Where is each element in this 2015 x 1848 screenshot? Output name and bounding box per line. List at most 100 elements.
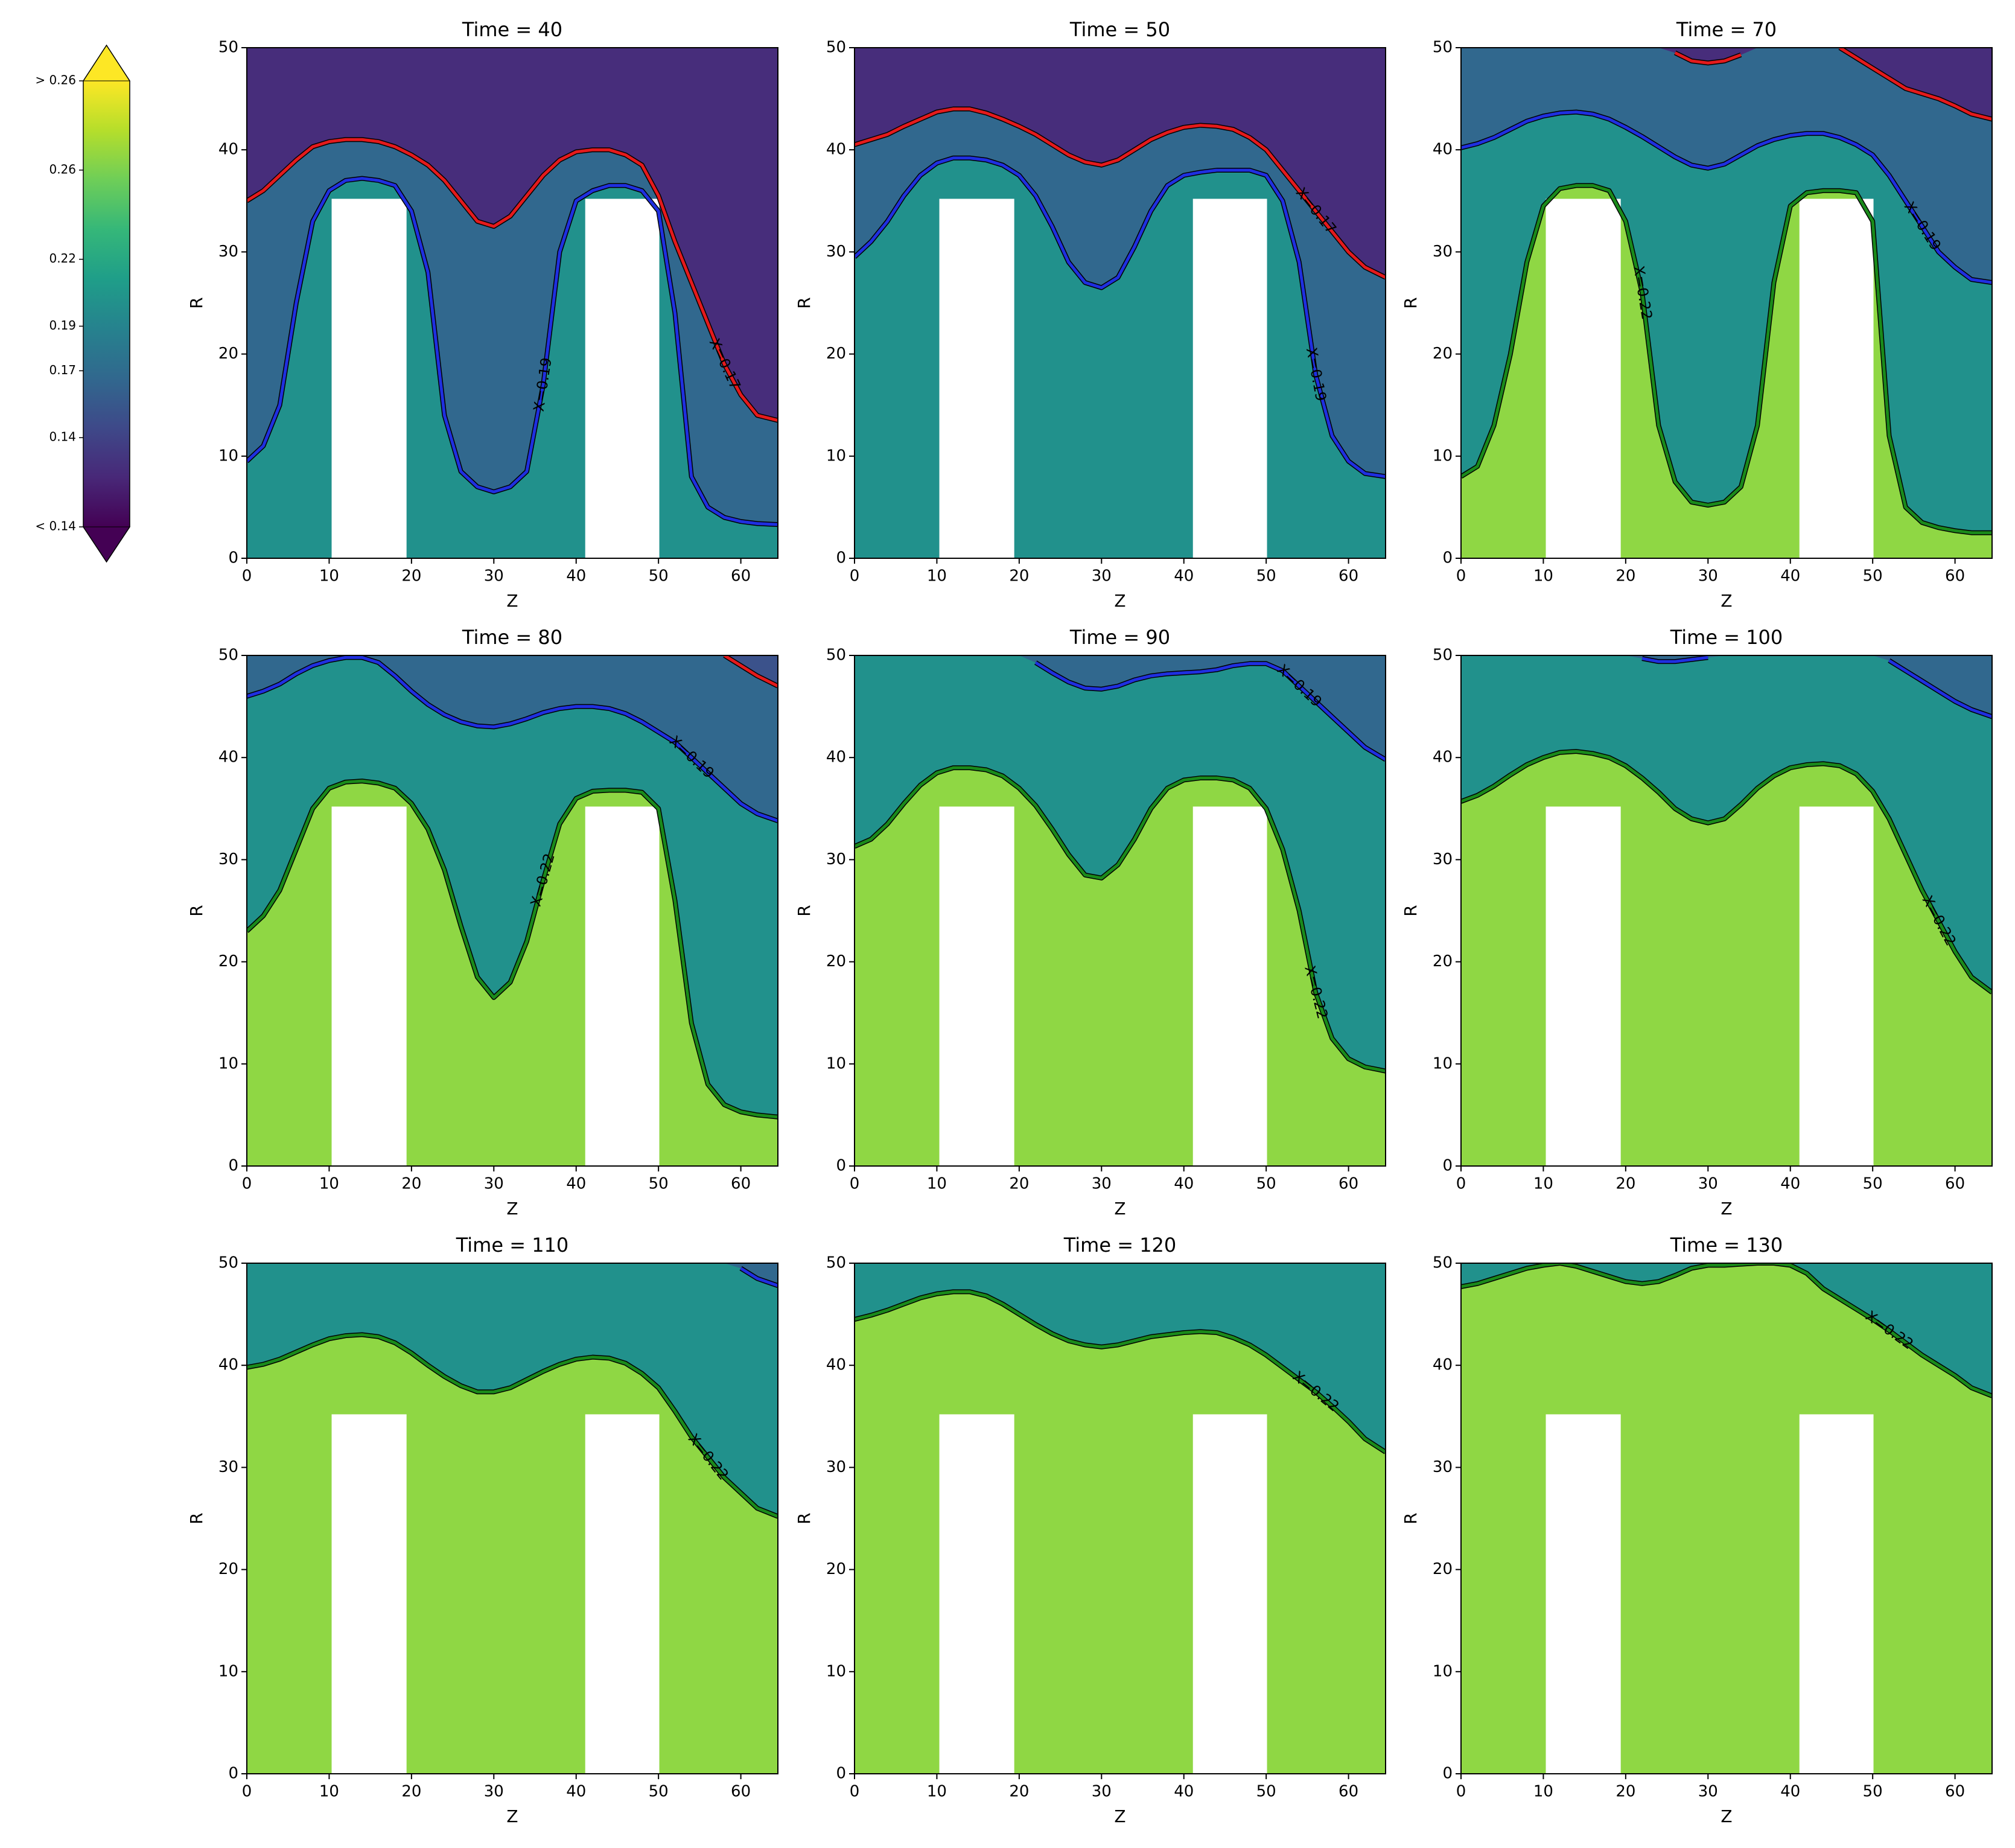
x-axis-label: Z [1114, 1806, 1125, 1826]
x-tick-label: 10 [927, 1783, 947, 1801]
x-tick-label: 60 [1339, 1175, 1358, 1193]
axes-frame [1460, 655, 1993, 1167]
plot-area [855, 48, 1386, 558]
x-tick-label: 60 [731, 1783, 751, 1801]
x-tick-label: 40 [1780, 567, 1800, 585]
y-tick-label: 50 [1433, 1254, 1453, 1272]
y-tick-label: 20 [826, 952, 846, 970]
y-tick-label: 0 [1442, 549, 1453, 567]
x-tick-label: 50 [1256, 1175, 1276, 1193]
x-tick-label: 30 [1092, 567, 1112, 585]
y-tick-label: 50 [826, 646, 846, 664]
contour-line [247, 138, 778, 422]
obstacle [939, 1414, 1014, 1774]
x-tick-label: 40 [566, 567, 586, 585]
chart-title: Time = 100 [1670, 626, 1783, 649]
y-tick-label: 20 [1433, 345, 1453, 363]
colorbar-tick-label: 0.17 [49, 363, 76, 377]
y-tick-label: 40 [218, 1356, 238, 1374]
y-axis-label: R [186, 1512, 206, 1524]
contour-line [1461, 750, 1992, 994]
obstacle [1192, 199, 1267, 558]
plot-area [247, 655, 778, 1166]
y-tick-label: 20 [218, 1560, 238, 1578]
x-tick-label: 20 [1616, 1175, 1635, 1193]
colorbar-extend-label: < 0.14 [35, 519, 76, 534]
x-tick-label: 20 [1009, 567, 1029, 585]
x-tick-label: 50 [649, 1175, 669, 1193]
y-axis-label: R [186, 297, 206, 308]
x-tick-label: 30 [484, 1783, 504, 1801]
x-tick-label: 0 [850, 567, 860, 585]
y-axis-label: R [794, 1512, 814, 1524]
contour-line [740, 1267, 778, 1287]
x-tick-label: 50 [1863, 1175, 1883, 1193]
y-tick-label: 40 [218, 141, 238, 159]
y-tick-label: 30 [218, 1458, 238, 1476]
x-tick-label: 20 [1616, 567, 1635, 585]
chart-title: Time = 130 [1670, 1234, 1783, 1257]
x-tick-label: 40 [566, 1175, 586, 1193]
colorbar-tick-label: 0.22 [49, 251, 76, 266]
contour-line [1034, 661, 1386, 761]
y-tick-label: 30 [1433, 1458, 1453, 1476]
axes-frame [246, 1263, 778, 1774]
y-axis-label: R [186, 905, 206, 916]
x-tick-label: 50 [1256, 1783, 1276, 1801]
x-axis-label: Z [506, 591, 518, 611]
colorbar-extend-max [83, 45, 130, 81]
colorbar-tick-label: 0.19 [49, 318, 76, 333]
colorbar-extend-label: > 0.26 [35, 73, 76, 88]
y-tick-label: 10 [1433, 1662, 1453, 1680]
x-tick-label: 20 [401, 1783, 421, 1801]
x-tick-label: 0 [1456, 1783, 1466, 1801]
y-tick-label: 50 [218, 1254, 238, 1272]
contour-line [247, 779, 778, 1119]
contour-line [1461, 110, 1992, 284]
x-tick-label: 0 [242, 567, 252, 585]
obstacle [1545, 199, 1621, 558]
x-tick-label: 50 [1863, 567, 1883, 585]
contour-line [855, 766, 1386, 1073]
obstacle [585, 1414, 660, 1774]
axes-frame [1460, 47, 1993, 559]
obstacle [331, 1414, 407, 1774]
axes-frame [854, 1263, 1386, 1774]
y-tick-label: 0 [228, 549, 238, 567]
colorbar-body [83, 81, 130, 527]
y-tick-label: 20 [826, 345, 846, 363]
x-tick-label: 10 [927, 1175, 947, 1193]
x-tick-label: 50 [649, 567, 669, 585]
y-tick-label: 30 [218, 850, 238, 868]
x-tick-label: 10 [1533, 1175, 1553, 1193]
x-tick-label: 0 [242, 1175, 252, 1193]
x-tick-label: 50 [1863, 1783, 1883, 1801]
y-tick-label: 40 [1433, 748, 1453, 766]
x-tick-label: 40 [1174, 1175, 1194, 1193]
plot-area [1461, 655, 1992, 1166]
obstacle [939, 806, 1014, 1166]
y-tick-label: 0 [228, 1765, 238, 1783]
y-tick-label: 20 [826, 1560, 846, 1578]
y-tick-label: 0 [836, 1157, 846, 1175]
y-tick-label: 10 [218, 447, 238, 465]
y-tick-label: 30 [1433, 243, 1453, 261]
x-axis-label: Z [506, 1199, 518, 1219]
x-axis-label: Z [1114, 1199, 1125, 1219]
contour-line [855, 1290, 1386, 1454]
y-tick-label: 0 [836, 549, 846, 567]
x-tick-label: 30 [1698, 1783, 1718, 1801]
y-tick-label: 10 [218, 1054, 238, 1072]
obstacle [1799, 1414, 1874, 1774]
x-axis-label: Z [506, 1806, 518, 1826]
x-tick-label: 30 [1092, 1175, 1112, 1193]
y-tick-label: 40 [826, 748, 846, 766]
y-tick-label: 50 [218, 646, 238, 664]
axes-frame [854, 47, 1386, 559]
x-tick-label: 60 [731, 567, 751, 585]
x-tick-label: 60 [1339, 567, 1358, 585]
y-tick-label: 40 [826, 1356, 846, 1374]
axes-frame [246, 655, 778, 1167]
y-axis-label: R [794, 905, 814, 916]
y-tick-label: 50 [826, 1254, 846, 1272]
